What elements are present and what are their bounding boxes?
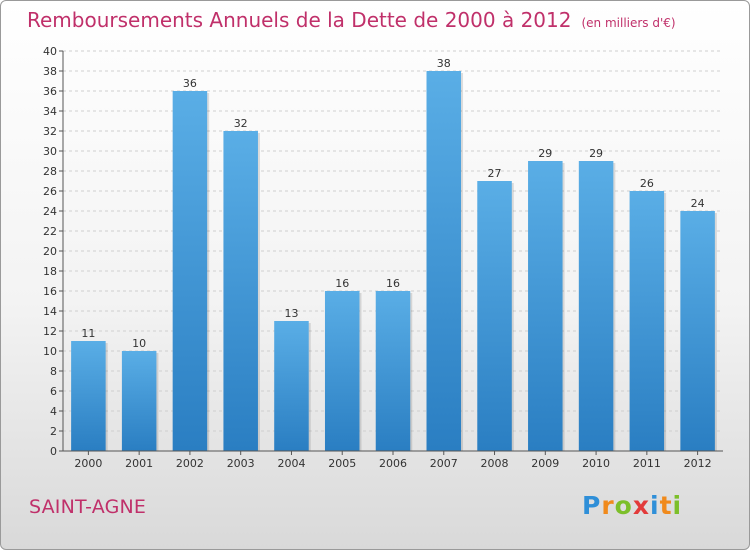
logo-letter-r: r — [601, 491, 615, 520]
x-tick-label: 2009 — [531, 457, 559, 470]
bar-2009 — [528, 161, 563, 451]
logo-letter-p: P — [582, 491, 602, 520]
y-tick-label: 2 — [50, 425, 57, 438]
data-label: 36 — [183, 77, 197, 90]
data-label: 16 — [386, 277, 400, 290]
logo-letter-o: o — [614, 491, 633, 520]
data-label: 24 — [691, 197, 705, 210]
x-tick-label: 2004 — [277, 457, 305, 470]
x-tick-label: 2000 — [74, 457, 102, 470]
data-label: 29 — [538, 147, 552, 160]
x-tick-label: 2011 — [633, 457, 661, 470]
logo-letter-t: t — [659, 491, 673, 520]
chart-title: Remboursements Annuels de la Dette de 20… — [27, 8, 676, 32]
y-tick-label: 14 — [43, 305, 57, 318]
y-tick-label: 36 — [43, 85, 57, 98]
bar-2008 — [477, 181, 512, 451]
logo-letter-i2: i — [672, 491, 683, 520]
x-tick-label: 2008 — [481, 457, 509, 470]
data-label: 16 — [335, 277, 349, 290]
x-tick-label: 2003 — [227, 457, 255, 470]
x-tick-label: 2001 — [125, 457, 153, 470]
x-tick-label: 2005 — [328, 457, 356, 470]
logo-letter-i1: i — [650, 491, 660, 520]
bar-2002 — [172, 91, 208, 451]
commune-name: SAINT-AGNE — [29, 496, 147, 518]
x-tick-label: 2006 — [379, 457, 407, 470]
bar-2001 — [121, 351, 157, 451]
data-label: 27 — [488, 167, 502, 180]
y-tick-label: 12 — [43, 325, 57, 338]
y-tick-label: 18 — [43, 265, 57, 278]
logo-letter-x: x — [632, 491, 650, 520]
y-tick-label: 24 — [43, 205, 57, 218]
proxiti-logo: Proxiti — [582, 491, 682, 520]
bar-2006 — [375, 291, 411, 451]
bar-2010 — [578, 161, 614, 451]
bar-2011 — [629, 191, 665, 451]
bar-2003 — [223, 131, 258, 451]
bar-2000 — [71, 341, 106, 451]
y-tick-label: 32 — [43, 125, 57, 138]
y-tick-label: 40 — [43, 45, 57, 58]
x-tick-label: 2010 — [582, 457, 610, 470]
chart-unit-note: (en milliers d'€) — [581, 16, 676, 30]
y-tick-label: 38 — [43, 65, 57, 78]
y-tick-label: 22 — [43, 225, 57, 238]
chart-title-text: Remboursements Annuels de la Dette de 20… — [27, 8, 572, 32]
data-label: 38 — [437, 57, 451, 70]
bar-2004 — [274, 321, 309, 451]
x-tick-label: 2012 — [684, 457, 712, 470]
data-label: 11 — [81, 327, 95, 340]
y-tick-label: 34 — [43, 105, 57, 118]
y-tick-label: 16 — [43, 285, 57, 298]
data-label: 10 — [132, 337, 146, 350]
data-label: 32 — [234, 117, 248, 130]
data-label: 29 — [589, 147, 603, 160]
bar-2007 — [426, 71, 462, 451]
data-label: 13 — [284, 307, 298, 320]
bar-2012 — [680, 211, 715, 451]
data-label: 26 — [640, 177, 654, 190]
y-tick-label: 8 — [50, 365, 57, 378]
y-tick-label: 0 — [50, 445, 57, 458]
x-tick-label: 2007 — [430, 457, 458, 470]
y-tick-label: 20 — [43, 245, 57, 258]
y-tick-label: 4 — [50, 405, 57, 418]
bar-2005 — [324, 291, 360, 451]
y-tick-label: 30 — [43, 145, 57, 158]
y-tick-label: 26 — [43, 185, 57, 198]
x-tick-label: 2002 — [176, 457, 204, 470]
y-tick-label: 6 — [50, 385, 57, 398]
y-tick-label: 28 — [43, 165, 57, 178]
y-tick-label: 10 — [43, 345, 57, 358]
